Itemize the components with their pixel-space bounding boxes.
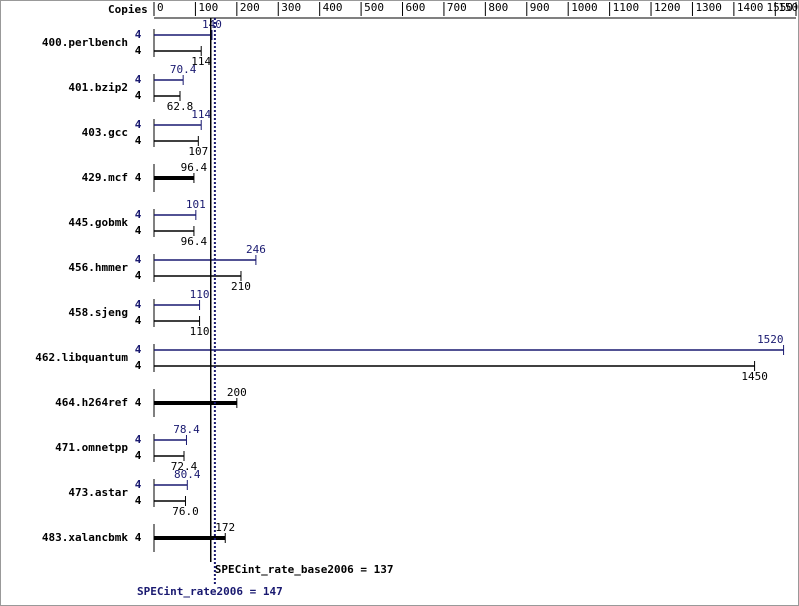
value-label: 110 (190, 325, 210, 338)
copies-label: 4 (135, 359, 142, 372)
copies-label: 4 (135, 44, 142, 57)
x-tick-label: 0 (157, 1, 164, 14)
copies-label: 4 (135, 314, 142, 327)
value-label: 140 (202, 18, 222, 31)
x-tick-label: 1300 (695, 1, 722, 14)
category-label: 456.hmmer (68, 261, 128, 274)
value-label: 200 (227, 386, 247, 399)
value-label: 76.0 (172, 505, 199, 518)
x-tick-label: 1100 (613, 1, 640, 14)
x-tick-label: 900 (530, 1, 550, 14)
x-tick-label: 1500 (778, 1, 799, 14)
copies-label: 4 (135, 118, 142, 131)
value-label: 114 (191, 55, 211, 68)
copies-label: 4 (135, 531, 142, 544)
x-tick-label: 100 (198, 1, 218, 14)
value-label: 96.4 (181, 235, 208, 248)
category-label: 473.astar (68, 486, 128, 499)
x-tick-label: 1550 (767, 1, 794, 14)
category-label: 462.libquantum (35, 351, 128, 364)
category-label: 403.gcc (82, 126, 128, 139)
category-label: 464.h264ref (55, 396, 128, 409)
category-label: 445.gobmk (68, 216, 128, 229)
x-tick-label: 1400 (737, 1, 764, 14)
category-label: 483.xalancbmk (42, 531, 128, 544)
value-label: 210 (231, 280, 251, 293)
x-tick-label: 800 (488, 1, 508, 14)
value-label: 80.4 (174, 468, 201, 481)
value-label: 107 (188, 145, 208, 158)
value-label: 110 (190, 288, 210, 301)
category-label: 471.omnetpp (55, 441, 128, 454)
copies-label: 4 (135, 269, 142, 282)
value-label: 96.4 (181, 161, 208, 174)
x-tick-label: 200 (240, 1, 260, 14)
copies-label: 4 (135, 433, 142, 446)
value-label: 70.4 (170, 63, 197, 76)
copies-label: 4 (135, 89, 142, 102)
copies-label: 4 (135, 28, 142, 41)
x-tick-label: 300 (281, 1, 301, 14)
x-tick-label: 400 (323, 1, 343, 14)
value-label: 1450 (741, 370, 768, 383)
category-label: 401.bzip2 (68, 81, 128, 94)
category-label: 429.mcf (82, 171, 128, 184)
copies-label: 4 (135, 224, 142, 237)
category-label: 400.perlbench (42, 36, 128, 49)
copies-label: 4 (135, 396, 142, 409)
x-tick-label: 1200 (654, 1, 681, 14)
copies-label: 4 (135, 208, 142, 221)
value-label: 114 (191, 108, 211, 121)
copies-label: 4 (135, 134, 142, 147)
value-label: 101 (186, 198, 206, 211)
value-label: 1520 (757, 333, 784, 346)
axis-label: Copies (108, 3, 148, 16)
value-label: 62.8 (167, 100, 194, 113)
reference-label: SPECint_rate2006 = 147 (137, 585, 283, 598)
copies-label: 4 (135, 298, 142, 311)
copies-label: 4 (135, 478, 142, 491)
reference-label: SPECint_rate_base2006 = 137 (215, 563, 394, 576)
copies-label: 4 (135, 494, 142, 507)
x-tick-label: 600 (406, 1, 426, 14)
value-label: 246 (246, 243, 266, 256)
category-label: 458.sjeng (68, 306, 128, 319)
copies-label: 4 (135, 253, 142, 266)
copies-label: 4 (135, 73, 142, 86)
value-label: 72.4 (171, 460, 198, 473)
copies-label: 4 (135, 343, 142, 356)
copies-label: 4 (135, 171, 142, 184)
copies-label: 4 (135, 449, 142, 462)
x-tick-label: 500 (364, 1, 384, 14)
x-tick-label: 1000 (571, 1, 598, 14)
value-label: 172 (215, 521, 235, 534)
x-tick-label: 700 (447, 1, 467, 14)
value-label: 78.4 (173, 423, 200, 436)
